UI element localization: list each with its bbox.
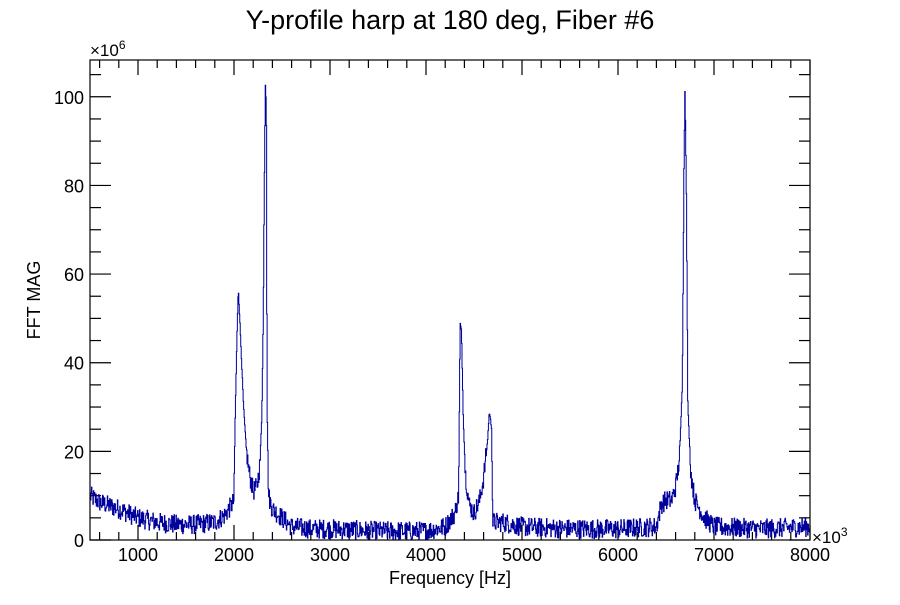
x-tick-label: 3000	[310, 545, 350, 565]
series-fft-magnitude	[89, 84, 811, 541]
x-tick-label: 2000	[214, 545, 254, 565]
y-tick-label: 20	[64, 442, 84, 462]
x-tick-label: 5000	[502, 545, 542, 565]
y-tick-label: 40	[64, 354, 84, 374]
x-axis-multiplier: ×103	[812, 525, 848, 547]
y-tick-label: 0	[74, 531, 84, 551]
x-tick-label: 1000	[118, 545, 158, 565]
x-tick-label: 8000	[790, 545, 830, 565]
plot-frame	[89, 59, 811, 541]
x-tick-label: 4000	[406, 545, 446, 565]
x-axis-label: Frequency [Hz]	[389, 568, 511, 588]
y-tick-label: 80	[64, 176, 84, 196]
y-tick-label: 60	[64, 265, 84, 285]
y-axis-label: FFT MAG	[24, 261, 44, 340]
axis-ticks	[90, 60, 811, 541]
x-tick-label: 6000	[598, 545, 638, 565]
y-tick-label: 100	[54, 88, 84, 108]
y-axis-multiplier: ×106	[90, 38, 126, 60]
axis-tick-labels: 1000 2000 3000 4000 5000 6000 7000 8000 0 20 40 60 8…	[54, 88, 830, 565]
chart-title: Y-profile harp at 180 deg, Fiber #6	[246, 5, 655, 35]
x-tick-label: 7000	[694, 545, 734, 565]
